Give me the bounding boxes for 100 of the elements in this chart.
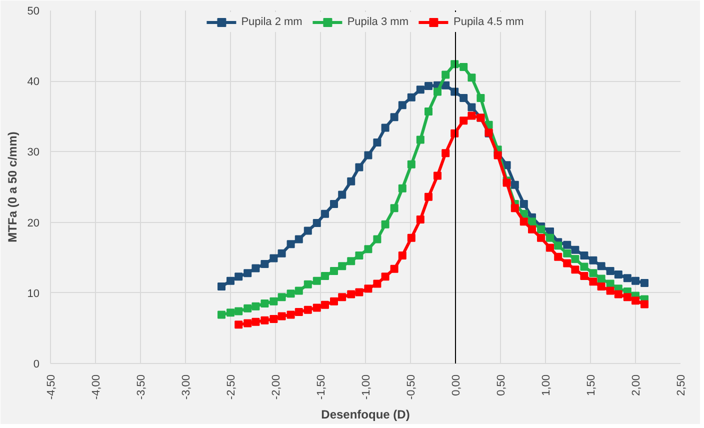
y-tick-label: 40 [27,76,40,88]
point [294,235,303,244]
point [407,234,416,242]
point [537,225,545,234]
point [460,116,468,125]
point [416,86,424,94]
point [347,177,356,186]
x-axis-title: Desenfoque (D) [321,408,410,422]
point [312,276,321,285]
point [390,113,398,122]
point [614,270,622,279]
point [563,259,572,268]
point [338,190,346,199]
point [226,308,234,317]
point [390,204,398,212]
point [528,225,536,234]
point [640,300,648,308]
point [546,234,554,242]
point [563,249,572,258]
x-tick-label: -4,00 [90,374,102,400]
point [520,218,528,226]
point [580,272,588,280]
point [537,234,545,242]
point [286,310,295,319]
point [218,282,226,291]
point [347,257,356,266]
point [554,242,562,250]
point [589,256,598,264]
point [398,101,406,110]
point [460,62,468,71]
point [571,255,580,264]
point [442,149,450,158]
point [424,192,432,201]
point [442,70,450,79]
point [571,266,580,274]
x-tick-label: 2,50 [676,374,688,396]
point [390,264,398,273]
point [468,74,476,82]
point [381,272,390,281]
point [218,310,226,319]
point [623,293,632,302]
point [304,280,312,288]
y-tick-label: 20 [27,217,40,230]
point [330,267,338,276]
point [278,312,286,320]
point [460,94,468,102]
point [278,293,286,302]
point [546,244,554,252]
point [606,280,614,288]
point [580,251,588,260]
point [589,278,598,286]
point [606,286,614,295]
point [373,235,382,244]
point [304,306,312,314]
point [364,151,372,160]
point [321,272,329,280]
point [554,252,562,261]
point [589,269,598,278]
point [623,274,632,282]
point [234,307,243,316]
point [468,103,476,112]
point [304,226,312,235]
point [407,160,416,168]
point [597,262,606,270]
point [338,262,346,270]
point [502,161,511,170]
point [442,81,450,90]
x-tick-label: -2,50 [226,374,238,400]
point [321,300,329,309]
point [606,267,614,276]
point [312,219,321,228]
point [364,245,372,254]
point [252,264,260,272]
legend-label: Pupila 3 mm [347,16,408,28]
point [355,288,364,296]
point [270,254,278,262]
point [398,251,406,260]
point [260,260,269,268]
point [355,163,364,172]
point [632,296,640,305]
legend-label: Pupila 4.5 mm [453,16,524,28]
point [381,220,390,228]
point [528,218,536,226]
point [424,107,432,116]
x-tick-label: 1,00 [540,374,552,396]
point [355,251,364,260]
y-tick-label: 30 [27,146,40,159]
point [321,210,329,218]
y-tick-label: 0 [33,358,40,370]
point [373,280,382,288]
x-tick-label: -2,00 [270,374,282,400]
point [244,319,252,328]
y-axis-title: MTFa (0 a 50 c/mm) [5,132,20,242]
point [416,215,424,224]
point [294,308,303,316]
point [330,200,338,208]
x-tick-label: -3,00 [180,374,192,400]
x-tick-label: -1,00 [360,374,372,400]
point [226,276,234,285]
point [424,82,432,90]
